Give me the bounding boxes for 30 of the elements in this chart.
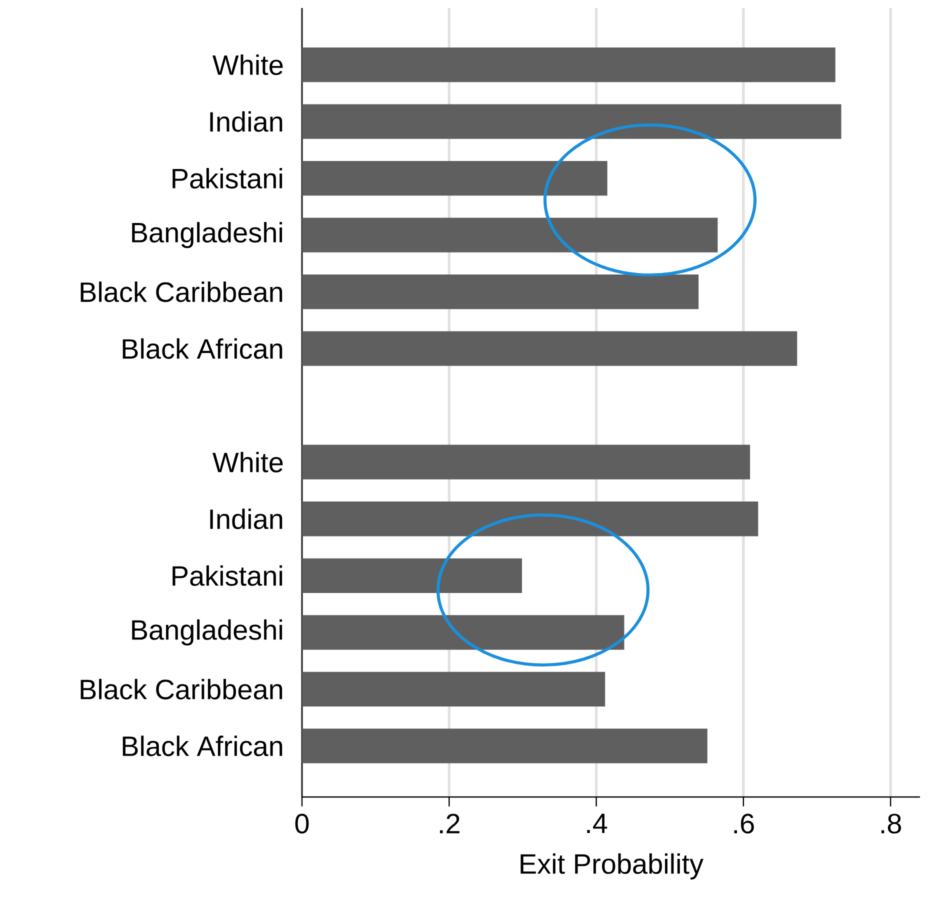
x-tick-label: .4 (587, 814, 608, 833)
x-tick-label: .2 (440, 814, 460, 834)
y-tick-label: Black Caribbean (80, 678, 282, 700)
bar (302, 502, 758, 536)
bar (302, 160, 608, 196)
y-tick-label: Pakistani (172, 565, 282, 586)
y-tick-label: Black Caribbean (80, 282, 282, 302)
x-axis-title: Exit Probability (520, 853, 704, 880)
y-tick-label: Indian (210, 111, 282, 132)
bar (302, 558, 522, 593)
bar (302, 444, 750, 480)
x-tick-label: .8 (881, 814, 902, 834)
y-tick-label: Bangladeshi (132, 619, 282, 646)
x-tick-label: .6 (734, 814, 754, 834)
bar (302, 331, 798, 366)
bar (302, 672, 606, 706)
y-tick-label: Black African (122, 736, 282, 756)
y-tick-label: Black African (122, 338, 282, 359)
bar (302, 615, 624, 650)
bar (302, 728, 708, 764)
bar (302, 104, 842, 139)
y-tick-label: Pakistani (172, 168, 282, 189)
y-tick-label: Indian (210, 508, 282, 530)
bar (302, 218, 718, 252)
y-tick-label: White (212, 54, 283, 76)
bar (302, 274, 699, 310)
y-tick-label: White (212, 452, 283, 472)
x-tick-label: 0 (295, 814, 309, 834)
bar (302, 47, 836, 82)
y-tick-label: Bangladeshi (132, 222, 282, 248)
